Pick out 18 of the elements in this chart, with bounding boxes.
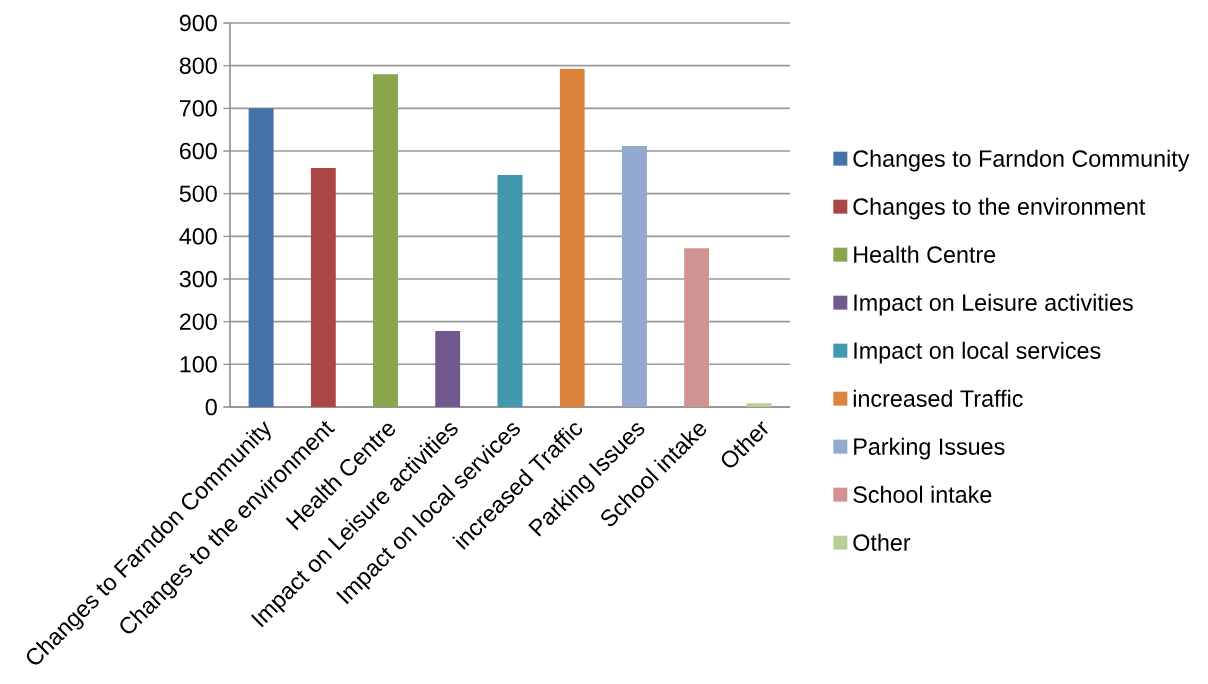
y-tick-label: 600 [180,142,217,160]
legend-label: increased Traffic [853,389,1023,407]
legend-label: Parking Issues [854,437,1005,460]
legend-label: Changes to the environment [853,197,1146,220]
y-tick-label: 800 [179,57,217,74]
legend-label: Changes to Farndon Community [853,149,1190,172]
legend-label: School intake [853,485,992,503]
y-tick-label: 700 [180,100,217,117]
y-tick-label: 0 [205,398,217,416]
legend-label: Impact on Leisure activities [854,293,1133,316]
y-tick-label: 500 [179,185,217,202]
y-tick-label: 200 [179,313,217,330]
y-tick-label: 100 [180,356,217,373]
y-tick-label: 300 [179,270,217,288]
y-tick-label: 900 [179,14,217,32]
legend-label: Health Centre [854,245,996,263]
y-tick-label: 400 [179,228,217,245]
legend-label: Impact on local services [854,341,1101,364]
